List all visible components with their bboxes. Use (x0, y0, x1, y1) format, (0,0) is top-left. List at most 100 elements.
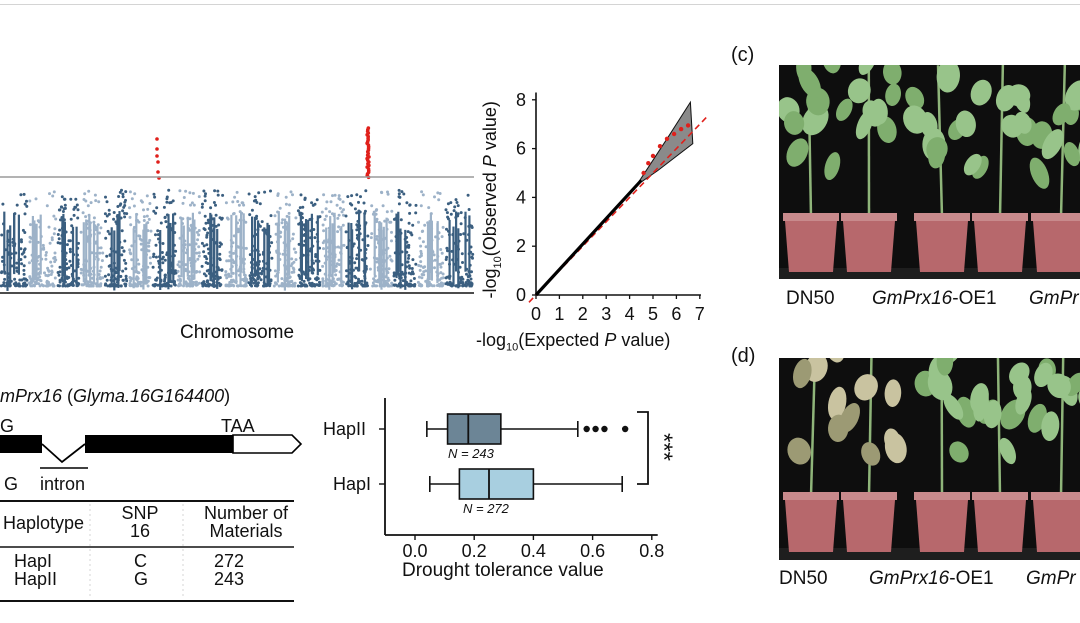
snp-point (59, 205, 63, 209)
plant-leaf (870, 98, 888, 125)
snp-point (22, 248, 26, 252)
snp-point (74, 197, 78, 201)
snp-point (232, 234, 236, 238)
snp-column (167, 229, 170, 290)
snp-point (410, 233, 414, 237)
snp-point (318, 280, 321, 284)
pot-rim (841, 213, 897, 221)
snp-point (142, 219, 146, 222)
snp-point (315, 198, 319, 202)
snp-point (369, 236, 373, 240)
snp-point (375, 235, 379, 238)
snp-point (99, 226, 103, 230)
snp-column (239, 225, 242, 286)
snp-point (302, 279, 306, 283)
chromosome-19-snps (444, 193, 475, 289)
snp-point (380, 190, 383, 194)
snp-point (206, 231, 210, 235)
snp-point (292, 268, 296, 271)
boxplot-group-hapi (428, 468, 624, 500)
snp-point (200, 264, 204, 268)
snp-point (258, 224, 262, 228)
snp-point (53, 227, 57, 231)
pot (785, 221, 837, 272)
snp-point (407, 264, 411, 268)
snp-point (455, 201, 459, 204)
snp-point (81, 211, 85, 215)
snp-point (214, 213, 218, 217)
boxplot-outlier (621, 425, 629, 433)
snp-point (260, 220, 264, 224)
snp-point (441, 261, 445, 265)
snp-point (41, 243, 45, 247)
snp-point (423, 223, 427, 227)
plant-leaf (905, 86, 925, 110)
snp-point (197, 254, 201, 258)
snp-column (3, 211, 6, 272)
snp-point (414, 262, 418, 266)
snp-point (197, 281, 201, 285)
snp-point (405, 201, 409, 205)
snp-point (198, 270, 202, 274)
plant-stem (998, 65, 1005, 218)
snp-point (433, 266, 436, 270)
plant-leaf (884, 379, 902, 408)
snp-point (418, 255, 422, 259)
snp-point (411, 283, 415, 287)
snp-point (381, 204, 385, 208)
snp-point (124, 190, 128, 194)
snp-point (47, 269, 51, 273)
snp-point (28, 240, 32, 244)
snp-column (190, 223, 193, 284)
snp-point (149, 229, 153, 233)
snp-point (225, 284, 229, 288)
pot-rim (783, 492, 839, 500)
snp-point (427, 284, 431, 287)
plant-leaf (824, 152, 841, 181)
snp-point (396, 284, 400, 288)
snp-point (67, 276, 71, 279)
snp-point (197, 195, 201, 199)
snp-point (165, 195, 169, 199)
snp-point (456, 204, 460, 208)
snp-point (52, 232, 56, 236)
snp-point (469, 277, 473, 281)
snp-point (296, 284, 300, 288)
snp-column (373, 215, 376, 276)
snp-point (58, 265, 62, 269)
snp-point (51, 194, 55, 198)
snp-point (280, 282, 284, 285)
snp-point (422, 270, 426, 274)
snp-column (96, 225, 99, 286)
snp-point (151, 265, 155, 269)
pot (916, 221, 968, 272)
snp-point (108, 232, 112, 236)
snp-point (125, 212, 129, 216)
snp-point (344, 230, 348, 234)
snp-point (407, 271, 411, 275)
snp-point (424, 279, 428, 283)
snp-point (406, 230, 410, 234)
snp-column (132, 228, 135, 289)
snp-point (202, 244, 206, 248)
snp-point (161, 242, 165, 245)
snp-point (214, 203, 217, 207)
snp-point (203, 199, 207, 203)
chromosome-7-snps (151, 188, 178, 290)
snp-point (119, 284, 123, 288)
panel-c-label: (c) (731, 44, 755, 66)
snp-point (56, 271, 60, 274)
snp-point (122, 249, 126, 253)
snp-point (248, 274, 252, 278)
snp-point (249, 282, 253, 286)
snp-point (167, 188, 171, 192)
snp-column (191, 212, 194, 273)
snp-column (404, 229, 407, 290)
snp-point (324, 207, 328, 211)
snp-point (355, 253, 359, 257)
snp-point (98, 269, 102, 273)
snp-point (152, 255, 155, 259)
snp-point (128, 276, 132, 279)
snp-column (113, 230, 116, 291)
snp-point (85, 284, 89, 288)
